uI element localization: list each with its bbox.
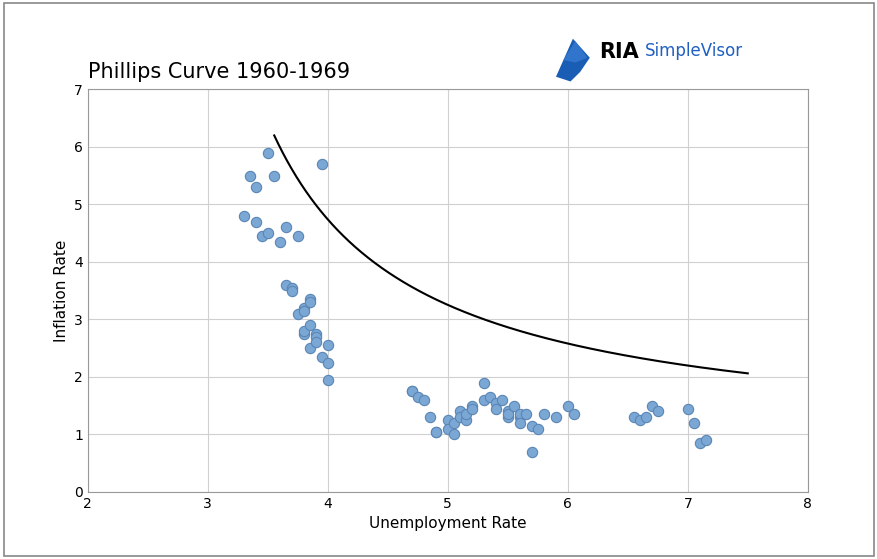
Y-axis label: Inflation Rate: Inflation Rate <box>53 239 68 342</box>
Point <box>459 415 473 424</box>
Point <box>309 329 323 338</box>
Point <box>536 410 550 419</box>
Point <box>267 171 281 180</box>
Point <box>260 148 275 157</box>
Point <box>309 338 323 347</box>
Point <box>410 392 424 401</box>
Point <box>518 410 532 419</box>
Point <box>626 413 640 421</box>
Point <box>315 160 329 169</box>
Point <box>530 424 544 433</box>
Point <box>680 404 694 413</box>
Point <box>320 341 334 350</box>
Point <box>698 435 712 444</box>
Point <box>309 332 323 341</box>
Point <box>446 430 460 439</box>
Point <box>248 217 262 226</box>
Point <box>417 395 431 404</box>
Point <box>279 223 293 232</box>
Point <box>303 344 317 353</box>
Point <box>686 419 700 428</box>
Point <box>464 404 478 413</box>
Point <box>476 378 490 387</box>
Point <box>548 413 562 421</box>
Point <box>440 424 454 433</box>
Point <box>260 229 275 238</box>
Point <box>632 415 646 424</box>
Point <box>284 283 298 292</box>
Point <box>500 410 514 419</box>
Point <box>290 309 304 318</box>
Point <box>512 413 526 421</box>
Point <box>290 231 304 240</box>
Point <box>284 286 298 295</box>
Point <box>440 415 454 424</box>
Point <box>404 387 418 396</box>
Point <box>320 358 334 367</box>
Point <box>506 401 520 410</box>
Point <box>303 295 317 304</box>
Point <box>638 413 652 421</box>
Point <box>500 413 514 421</box>
Point <box>296 326 310 335</box>
Point <box>512 410 526 419</box>
Point <box>524 421 538 430</box>
Point <box>296 329 310 338</box>
Point <box>254 231 268 240</box>
Point <box>488 399 503 408</box>
Point <box>446 419 460 428</box>
Point <box>482 392 496 401</box>
X-axis label: Unemployment Rate: Unemployment Rate <box>368 517 526 532</box>
Point <box>428 427 442 436</box>
Point <box>453 413 467 421</box>
Point <box>495 395 509 404</box>
Point <box>320 375 334 384</box>
Polygon shape <box>555 39 589 82</box>
Point <box>524 447 538 456</box>
Point <box>459 410 473 419</box>
Point <box>315 352 329 361</box>
Point <box>296 306 310 315</box>
Point <box>488 404 503 413</box>
Point <box>404 387 418 396</box>
Point <box>242 171 257 180</box>
Point <box>248 183 262 192</box>
Point <box>423 413 437 421</box>
Point <box>428 427 442 436</box>
Point <box>453 407 467 416</box>
Text: Phillips Curve 1960-1969: Phillips Curve 1960-1969 <box>88 63 350 82</box>
Point <box>512 419 526 428</box>
Point <box>464 401 478 410</box>
Point <box>296 304 310 312</box>
Text: RIA: RIA <box>598 42 638 62</box>
Point <box>644 401 658 410</box>
Point <box>567 410 581 419</box>
Point <box>273 238 287 247</box>
Point <box>303 298 317 307</box>
Point <box>279 281 293 290</box>
Text: SimpleVisor: SimpleVisor <box>645 42 743 60</box>
Point <box>650 407 664 416</box>
Point <box>303 321 317 330</box>
Point <box>500 407 514 416</box>
Polygon shape <box>563 41 587 63</box>
Point <box>237 211 251 220</box>
Point <box>476 395 490 404</box>
Point <box>560 401 574 410</box>
Point <box>692 439 706 448</box>
